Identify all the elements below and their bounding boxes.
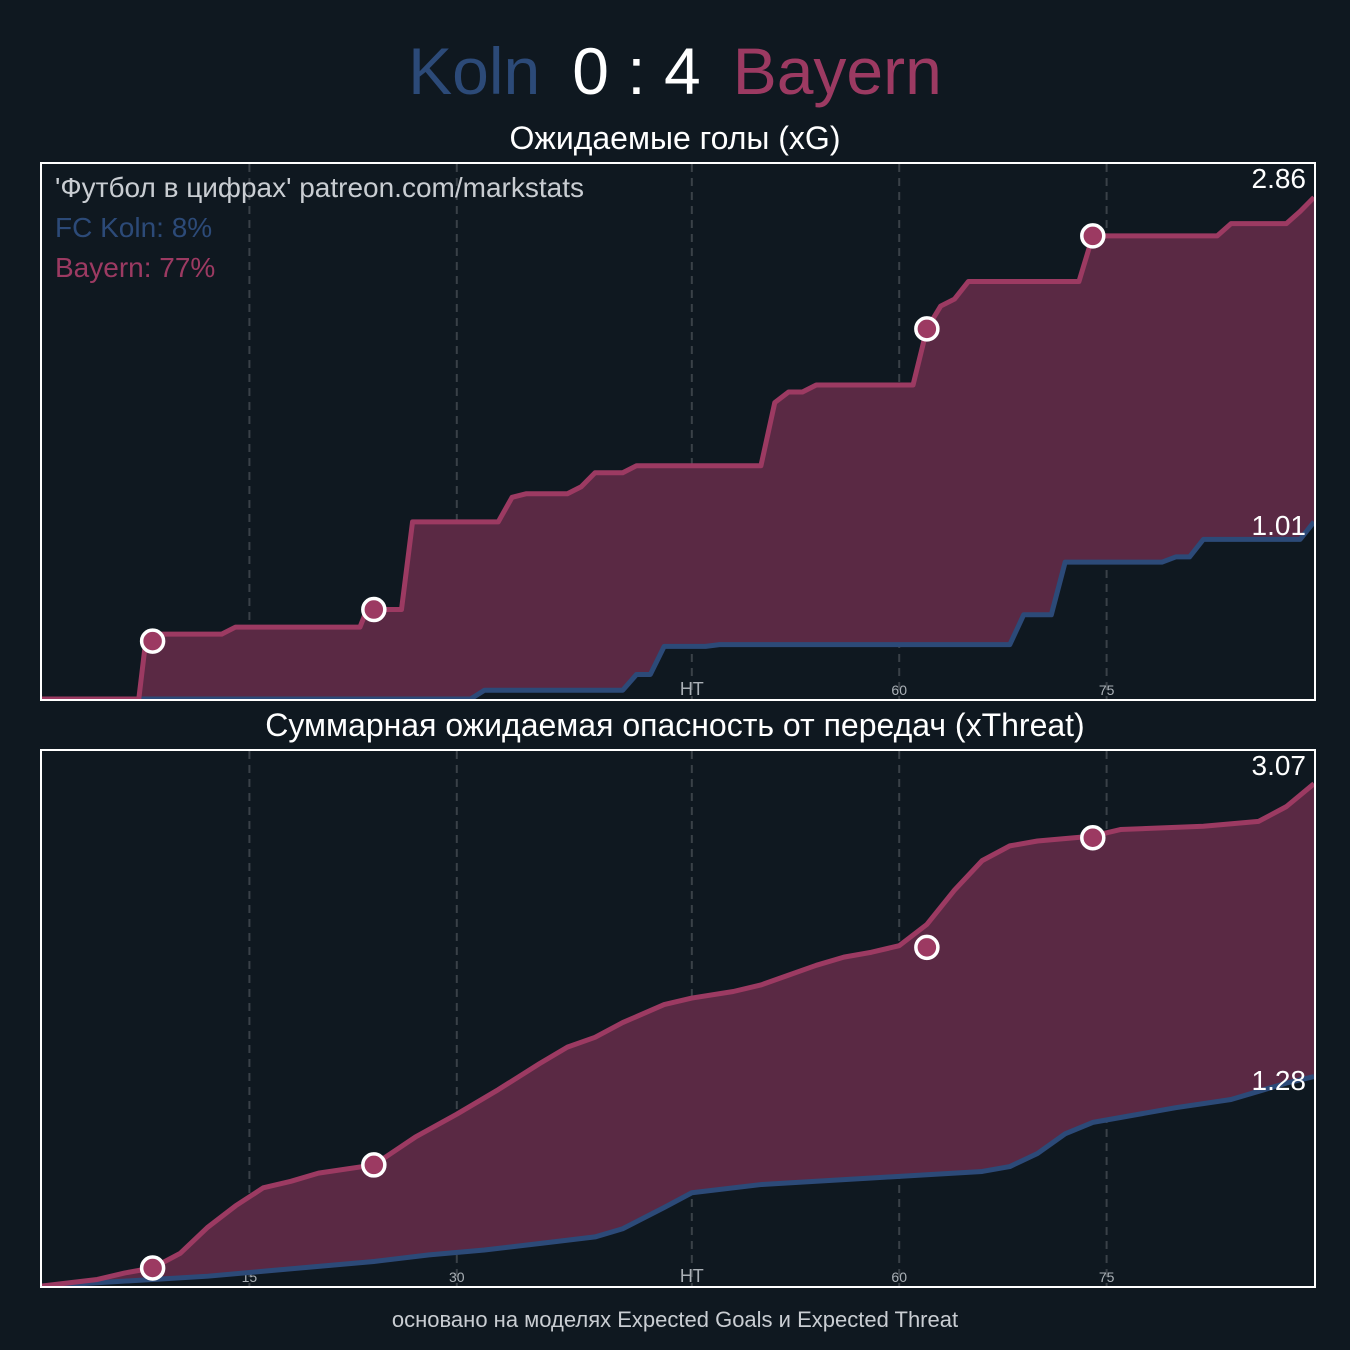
xthreat-goal-marker — [916, 936, 938, 958]
xthreat-x-tick-label: 30 — [449, 1269, 465, 1285]
away-team-name: Bayern — [733, 26, 942, 116]
xthreat-goal-marker — [142, 1257, 164, 1279]
xthreat-goal-marker — [1082, 827, 1104, 849]
match-score-title: Koln 0 : 4 Bayern — [0, 26, 1350, 116]
home-team-name: Koln — [408, 26, 540, 116]
xthreat-x-tick-label: HT — [680, 1266, 704, 1286]
xg-home-total-label: 1.01 — [1252, 510, 1307, 542]
xg-away-total-label: 2.86 — [1252, 163, 1307, 195]
xg-goal-marker — [142, 630, 164, 652]
xg-goal-marker — [363, 599, 385, 621]
legend-home-win-probability: FC Koln: 8% — [55, 212, 212, 244]
xthreat-x-tick-label: 75 — [1099, 1269, 1115, 1285]
xthreat-home-total-label: 1.28 — [1252, 1065, 1307, 1097]
credit-text: 'Футбол в цифрах' patreon.com/markstats — [55, 172, 584, 204]
xthreat-chart-title: Суммарная ожидаемая опасность от передач… — [0, 707, 1350, 744]
xg-goal-marker — [1082, 225, 1104, 247]
xthreat-goal-marker — [363, 1154, 385, 1176]
xg-goal-marker — [916, 318, 938, 340]
xthreat-away-total-label: 3.07 — [1252, 750, 1307, 782]
xg-chart-title: Ожидаемые голы (xG) — [0, 120, 1350, 157]
xthreat-x-tick-label: 60 — [891, 1269, 907, 1285]
xg-x-tick-label: HT — [680, 679, 704, 699]
xg-x-tick-label: 60 — [891, 682, 907, 698]
legend-away-win-probability: Bayern: 77% — [55, 252, 215, 284]
xg-difference-area — [42, 197, 1314, 699]
xthreat-chart: 15 30 HT 60 75 — [42, 751, 1314, 1286]
score: 0 : 4 — [572, 26, 700, 116]
xg-x-tick-label: 75 — [1099, 682, 1115, 698]
footer-note: основано на моделях Expected Goals и Exp… — [0, 1307, 1350, 1333]
xthreat-chart-panel: 15 30 HT 60 75 3.07 1.28 — [40, 749, 1316, 1288]
